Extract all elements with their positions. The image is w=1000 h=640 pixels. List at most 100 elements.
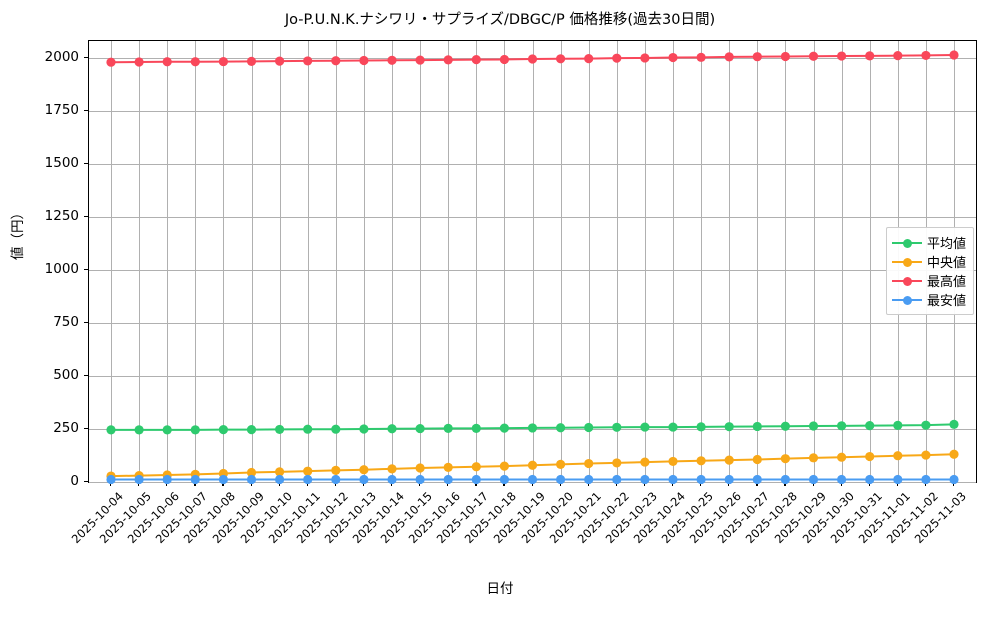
data-point <box>499 54 509 65</box>
data-point <box>303 424 313 434</box>
data-point <box>218 425 228 435</box>
data-point <box>865 474 875 485</box>
data-point <box>752 474 762 485</box>
y-tick-label: 1250 <box>44 207 79 224</box>
data-point <box>556 459 566 470</box>
gridline-vertical <box>616 41 618 482</box>
data-point <box>387 464 397 474</box>
gridline-vertical <box>673 41 674 482</box>
gridline-vertical <box>111 41 112 482</box>
y-axis-label: 値（円） <box>10 206 26 260</box>
data-point <box>331 424 341 434</box>
data-point <box>162 57 172 67</box>
y-tick-label: 1000 <box>44 260 79 277</box>
legend-item[interactable]: 平均値 <box>892 233 966 252</box>
data-point <box>556 54 566 64</box>
y-tick-label: 750 <box>53 313 79 330</box>
data-point <box>837 452 847 462</box>
data-point <box>246 474 257 485</box>
data-point <box>865 421 875 431</box>
data-point <box>893 451 903 461</box>
chart-figure: Jo-P.U.N.K.ナシワリ・サプライズ/DBGC/P 価格推移(過去30日間… <box>10 12 977 597</box>
gridline-vertical <box>701 41 703 482</box>
data-point <box>443 55 453 65</box>
data-point <box>443 462 453 472</box>
data-point <box>218 474 228 485</box>
gridline-vertical <box>588 41 590 482</box>
y-tick-label: 250 <box>53 419 79 436</box>
gridline-vertical <box>729 41 731 482</box>
data-point <box>612 458 622 468</box>
data-point <box>134 474 144 485</box>
data-point <box>640 474 650 485</box>
data-point <box>640 53 650 63</box>
y-tick-mark <box>84 321 88 324</box>
data-point <box>752 421 762 432</box>
data-point <box>752 52 762 62</box>
legend-item[interactable]: 最高値 <box>892 271 966 290</box>
data-point <box>359 424 369 434</box>
data-point <box>668 456 678 467</box>
data-point <box>949 50 959 60</box>
series-1 <box>106 419 959 435</box>
data-point <box>415 423 425 434</box>
gridline-vertical <box>195 41 197 482</box>
data-point <box>724 52 734 62</box>
y-tick-mark <box>84 215 88 218</box>
data-point <box>584 422 594 433</box>
y-tick-mark <box>84 162 88 165</box>
data-point <box>696 422 706 432</box>
data-point <box>837 474 847 485</box>
y-tick-label: 2000 <box>44 48 79 65</box>
data-point <box>865 51 875 61</box>
data-point <box>724 455 734 465</box>
data-point <box>134 57 144 67</box>
data-point <box>359 465 369 475</box>
legend-item[interactable]: 中央値 <box>892 252 966 271</box>
data-point <box>275 424 285 435</box>
data-point <box>134 425 144 435</box>
data-point <box>387 55 397 65</box>
legend-label: 平均値 <box>927 237 967 252</box>
legend-item[interactable]: 最安値 <box>892 290 966 309</box>
data-point <box>527 54 538 64</box>
data-point <box>275 474 285 485</box>
gridline-vertical <box>560 41 562 482</box>
plot-area <box>88 40 977 485</box>
legend-marker-icon <box>892 293 922 307</box>
data-point <box>949 449 959 459</box>
data-point <box>162 474 172 485</box>
data-point <box>303 466 313 476</box>
gridline-vertical <box>785 41 787 482</box>
data-point <box>190 57 200 67</box>
data-point <box>893 51 903 61</box>
data-point <box>865 451 875 462</box>
gridline-vertical <box>279 41 281 482</box>
gridline-vertical <box>504 41 506 482</box>
data-point <box>612 53 622 63</box>
data-point <box>893 474 903 485</box>
data-point <box>443 474 453 485</box>
data-series-layer <box>106 50 959 485</box>
series-3 <box>106 50 959 67</box>
data-point <box>724 422 734 432</box>
data-point <box>921 420 931 430</box>
gridline-vertical <box>644 41 646 482</box>
data-point <box>752 454 762 465</box>
data-point <box>471 474 481 485</box>
data-point <box>162 425 172 435</box>
chart-title: Jo-P.U.N.K.ナシワリ・サプライズ/DBGC/P 価格推移(過去30日間… <box>284 12 716 28</box>
data-point <box>471 55 481 65</box>
data-point <box>471 423 481 433</box>
data-point <box>640 422 650 432</box>
legend-marker-icon <box>892 255 922 269</box>
data-point <box>275 56 285 66</box>
data-point <box>696 474 706 485</box>
y-tick-mark <box>84 374 88 377</box>
data-point <box>724 474 734 485</box>
data-point <box>780 421 791 431</box>
data-point <box>106 425 116 435</box>
data-point <box>556 474 566 485</box>
data-point <box>640 457 650 467</box>
data-point <box>331 465 341 475</box>
